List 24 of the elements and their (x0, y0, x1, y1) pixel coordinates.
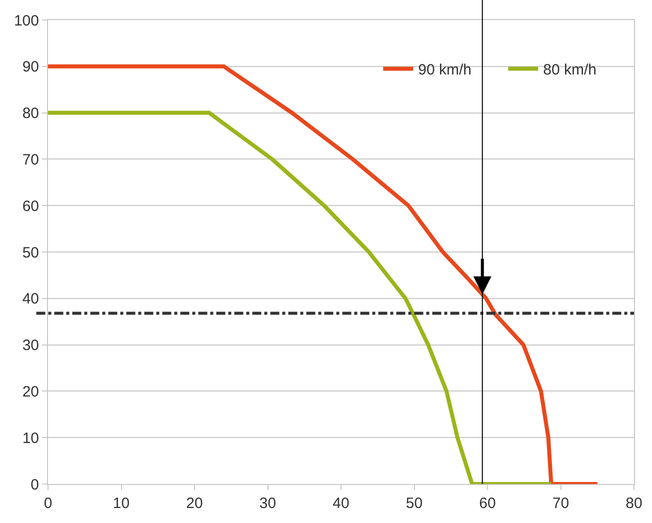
x-tick-label: 40 (332, 495, 350, 512)
y-tick-label: 20 (22, 383, 39, 400)
x-tick-label: 70 (552, 495, 570, 512)
x-tick-label: 50 (406, 495, 423, 512)
x-tick-label: 20 (186, 495, 203, 512)
line-series (48, 110, 554, 484)
y-tick-label: 30 (22, 337, 39, 354)
x-tick-label: 80 (626, 495, 642, 512)
x-tick-label: 30 (259, 495, 276, 512)
y-tick-label: 80 (22, 105, 39, 122)
y-tick-label: 100 (14, 12, 39, 30)
y-tick-label: 40 (22, 290, 39, 308)
line-series (48, 64, 600, 484)
y-tick-label: 50 (22, 244, 39, 262)
y-tick-label: 70 (22, 151, 39, 168)
y-tick-label: 10 (22, 430, 39, 447)
legend-label: 80 km/h (543, 62, 596, 79)
x-tick-label: 60 (479, 495, 496, 512)
legend-label: 90 km/h (418, 62, 472, 79)
x-tick-label: 10 (112, 495, 130, 512)
y-tick-label: 0 (30, 476, 39, 494)
y-tick-label: 90 (22, 58, 39, 76)
y-tick-label: 60 (22, 198, 39, 215)
x-tick-label: 0 (44, 495, 52, 512)
